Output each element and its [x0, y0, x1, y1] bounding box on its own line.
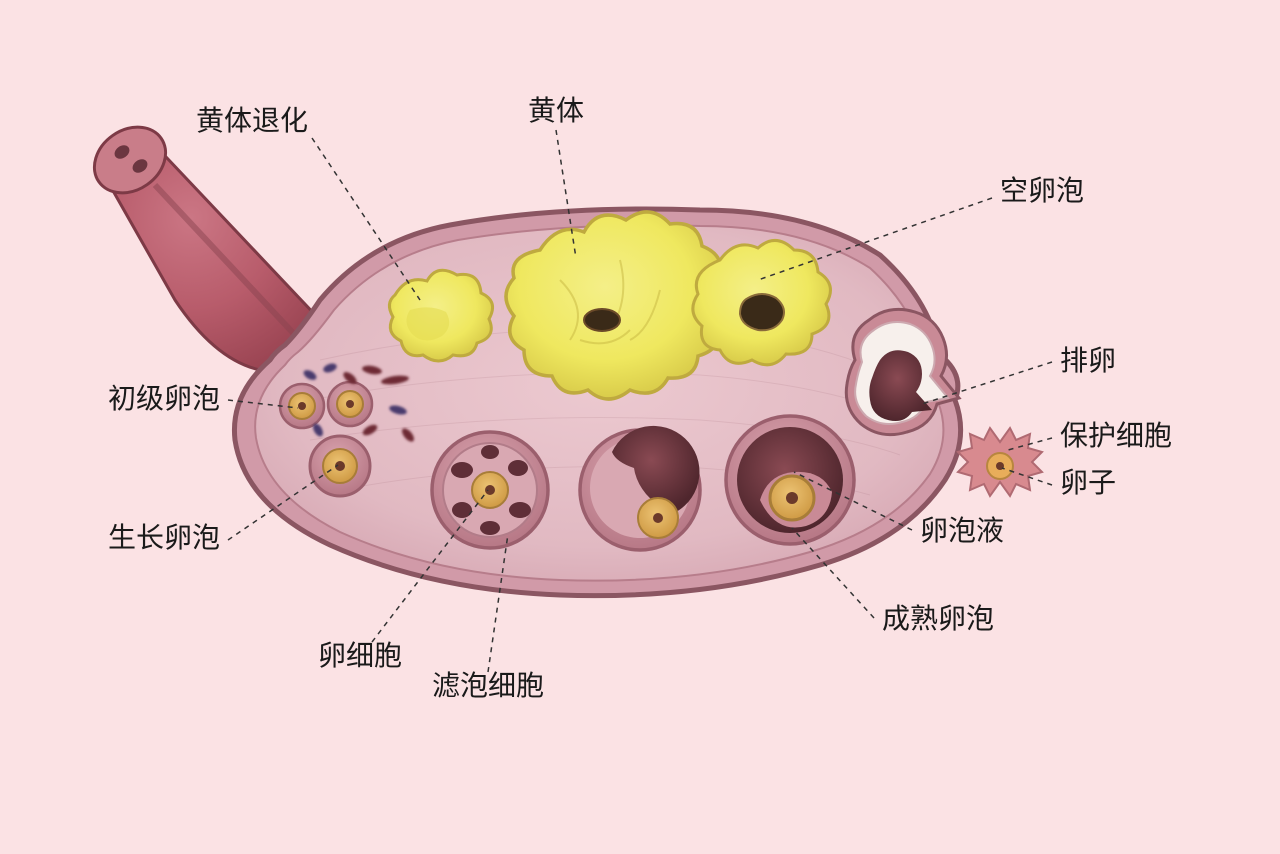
label-empty-follicle: 空卵泡: [1000, 175, 1084, 206]
label-growing-foll: 生长卵泡: [108, 522, 220, 553]
ovary-diagram: 黄体退化 黄体 空卵泡 排卵 保护细胞 卵子 卵泡液 成熟卵泡 滤泡细胞 卵细胞…: [0, 0, 1280, 854]
mature-follicle: [726, 416, 854, 544]
label-ovulation: 排卵: [1060, 345, 1116, 376]
label-protect-cells: 保护细胞: [1060, 420, 1172, 451]
growing-follicle: [310, 436, 370, 496]
label-foll-fluid: 卵泡液: [920, 515, 1004, 546]
label-corpus-degen: 黄体退化: [196, 105, 308, 136]
primary-follicle-1: [280, 384, 324, 428]
label-primary-foll: 初级卵泡: [108, 383, 220, 414]
secondary-follicle: [432, 432, 548, 548]
label-oocyte: 卵细胞: [318, 640, 402, 671]
label-mature-foll: 成熟卵泡: [882, 603, 994, 634]
label-granulosa: 滤泡细胞: [432, 670, 544, 701]
label-ovum: 卵子: [1060, 467, 1116, 498]
primary-follicle-2: [328, 382, 372, 426]
label-corpus-luteum: 黄体: [528, 95, 584, 126]
